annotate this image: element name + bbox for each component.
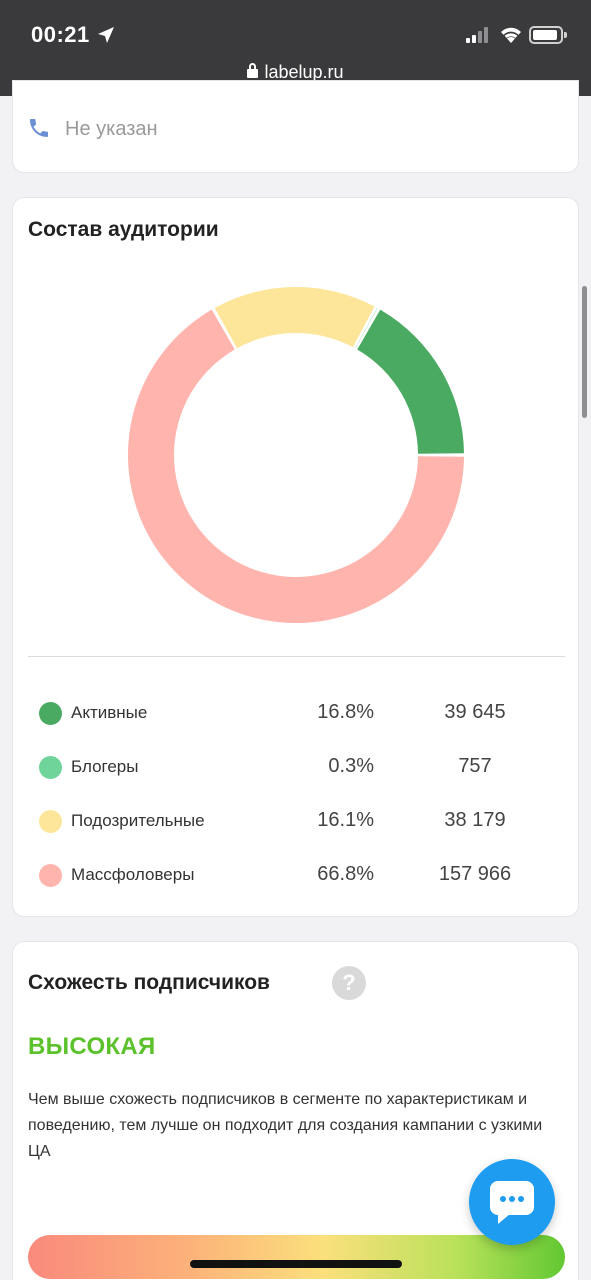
legend-row-active: Активные 16.8% 39 645 (13, 693, 580, 733)
location-arrow-icon (98, 27, 114, 43)
divider (28, 656, 565, 657)
legend-count: 38 179 (444, 809, 506, 831)
contact-card: Не указан (12, 80, 579, 173)
legend-label: Подозрительные (71, 811, 205, 830)
url-text: labelup.ru (264, 62, 344, 82)
similarity-gradient-bar (28, 1235, 565, 1279)
legend-row-bloggers: Блогеры 0.3% 757 (13, 747, 580, 787)
home-indicator[interactable] (190, 1260, 402, 1268)
legend-label: Активные (71, 703, 148, 722)
legend-dot (39, 810, 62, 833)
similarity-title: Схожесть подписчиков (28, 971, 270, 994)
legend-dot (39, 864, 62, 887)
legend-row-suspicious: Подозрительные 16.1% 38 179 (13, 801, 580, 841)
help-icon[interactable]: ? (332, 966, 366, 1000)
donut-slice-4[interactable] (127, 309, 464, 623)
phone-value: Не указан (65, 118, 158, 140)
scrollbar[interactable] (582, 286, 587, 418)
legend-percent: 0.3% (328, 755, 374, 777)
chat-bubble-icon (490, 1181, 534, 1224)
cellular-signal-icon (466, 27, 492, 43)
legend-dot (39, 756, 62, 779)
legend-label: Массфоловеры (71, 865, 195, 884)
legend-row-massfollowers: Массфоловеры 66.8% 157 966 (13, 855, 580, 895)
chat-button[interactable] (469, 1159, 555, 1245)
legend-count: 39 645 (444, 701, 506, 723)
legend-label: Блогеры (71, 757, 139, 776)
donut-slice-2[interactable] (354, 307, 378, 349)
audience-donut-chart (127, 287, 464, 623)
clock: 00:21 (31, 22, 90, 47)
donut-slice-3[interactable] (214, 287, 375, 349)
legend-count: 757 (458, 755, 492, 777)
phone-icon (30, 119, 48, 137)
legend-percent: 66.8% (317, 863, 374, 885)
legend-dot (39, 702, 62, 725)
legend-percent: 16.8% (317, 701, 374, 723)
lock-icon (247, 63, 259, 78)
address-bar[interactable]: labelup.ru (0, 62, 591, 83)
similarity-description: Чем выше схожесть подписчиков в сегменте… (28, 1091, 543, 1160)
wifi-icon (501, 27, 521, 43)
legend-count: 157 966 (438, 863, 512, 885)
legend-percent: 16.1% (317, 809, 374, 831)
similarity-level: ВЫСОКАЯ (28, 1033, 156, 1060)
audience-card: Состав аудитории Активные 16.8% 39 645 Б… (12, 197, 579, 917)
donut-slice-1[interactable] (357, 309, 464, 454)
audience-title: Состав аудитории (28, 218, 219, 241)
battery-icon (529, 26, 567, 44)
